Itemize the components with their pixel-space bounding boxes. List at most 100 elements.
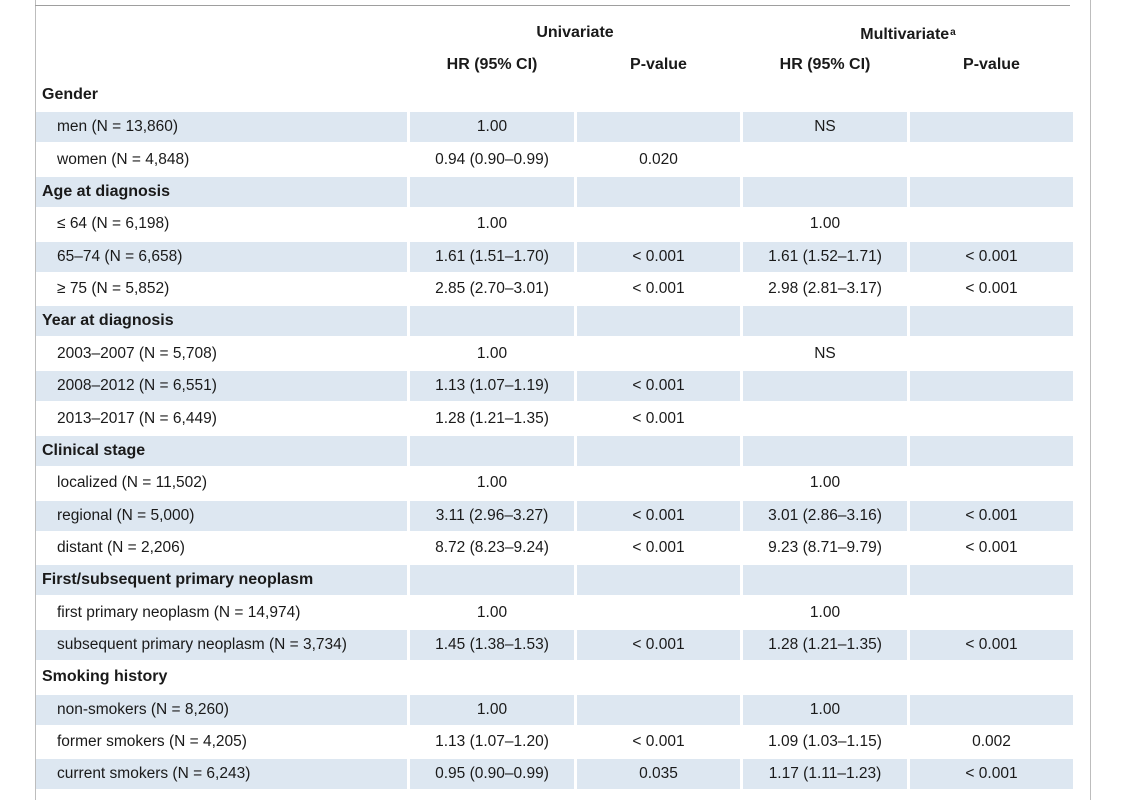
label-cell: ≤ 64 (N = 6,198) (57, 215, 170, 233)
uni-hr-cell: 1.00 (476, 603, 508, 621)
table-row: 2013–2017 (N = 6,449) 1.28 (1.21–1.35) < 0… (0, 404, 1130, 436)
label-cell: Smoking history (42, 668, 168, 686)
uni-hr-cell: 3.11 (2.96–3.27) (410, 500, 574, 531)
univariate-p-header: P-value (630, 56, 687, 73)
multi-p-cell (910, 112, 1073, 143)
section-row: Smoking history (0, 662, 1130, 694)
multi-p-cell: < 0.001 (910, 241, 1073, 272)
uni-p-cell: 0.035 (577, 759, 740, 790)
uni-p-cell (577, 339, 740, 369)
section-row: Gender (0, 80, 1130, 112)
multi-hr-cell: 1.00 (809, 603, 841, 621)
univariate-header-text: Univariate (536, 24, 614, 41)
multivariate-footnote-mark: a (950, 27, 956, 38)
multi-hr-cell: 1.00 (743, 694, 907, 725)
label-cell: Clinical stage (36, 435, 407, 466)
multi-p-cell: < 0.001 (910, 500, 1073, 531)
table-row: 65–74 (N = 6,658) 1.61 (1.51–1.70) < 0.001… (0, 241, 1130, 274)
multi-hr-cell: NS (743, 112, 907, 143)
multi-p-cell (910, 565, 1073, 596)
uni-hr-cell (410, 662, 574, 692)
multi-p-cell (910, 177, 1073, 208)
multi-p-cell: < 0.001 (910, 759, 1073, 790)
uni-hr-cell: 0.95 (0.90–0.99) (410, 759, 574, 790)
multi-hr-cell (743, 371, 907, 402)
table-row: subsequent primary neoplasm (N = 3,734) 1… (0, 629, 1130, 662)
label-cell: 2008–2012 (N = 6,551) (36, 371, 407, 402)
multi-hr-cell: 1.00 (809, 474, 841, 492)
table-row: 2008–2012 (N = 6,551) 1.13 (1.07–1.19) < 0… (0, 371, 1130, 403)
uni-hr-cell: 1.28 (1.21–1.35) (435, 409, 549, 427)
multi-hr-cell: 1.09 (1.03–1.15) (768, 733, 882, 750)
uni-p-cell: < 0.001 (632, 409, 685, 427)
uni-hr-cell: 1.00 (410, 112, 574, 143)
table-row: localized (N = 11,502) 1.00 1.00 (0, 468, 1130, 500)
multi-hr-cell: 2.98 (2.81–3.17) (768, 280, 882, 298)
multi-p-cell (910, 435, 1073, 466)
table-row: ≥ 75 (N = 5,852) 2.85 (2.70–3.01) < 0.001 2… (0, 274, 1130, 306)
uni-p-cell (577, 598, 740, 628)
uni-hr-cell: 1.45 (1.38–1.53) (410, 629, 574, 660)
multi-hr-cell (743, 306, 907, 337)
uni-p-cell (577, 662, 740, 692)
multi-p-cell (910, 80, 1073, 110)
univariate-hr-header: HR (95% CI) (446, 56, 538, 73)
uni-hr-cell (410, 306, 574, 337)
label-cell: Year at diagnosis (36, 306, 407, 337)
table-row: 2003–2007 (N = 5,708) 1.00 NS (0, 339, 1130, 371)
label-cell: women (N = 4,848) (57, 150, 190, 168)
uni-p-cell: < 0.001 (577, 629, 740, 660)
uni-hr-cell: 2.85 (2.70–3.01) (435, 280, 549, 298)
label-cell: Age at diagnosis (36, 177, 407, 208)
uni-p-cell: 0.020 (639, 150, 678, 168)
multi-p-cell (910, 209, 1073, 239)
multi-hr-cell: 9.23 (8.71–9.79) (768, 538, 882, 556)
table-top-rule (35, 5, 1070, 6)
uni-p-cell: < 0.001 (577, 371, 740, 402)
uni-p-cell (577, 209, 740, 239)
uni-p-cell (577, 565, 740, 596)
table-row: first primary neoplasm (N = 14,974) 1.00 1… (0, 598, 1130, 630)
table-row: current smokers (N = 6,243) 0.95 (0.90–0.… (0, 759, 1130, 791)
uni-hr-cell: 1.13 (1.07–1.20) (435, 733, 549, 750)
table-row: regional (N = 5,000) 3.11 (2.96–3.27) < 0.… (0, 500, 1130, 533)
uni-p-cell (577, 468, 740, 498)
multivariate-hr-header: HR (95% CI) (779, 56, 871, 73)
multi-p-cell (910, 694, 1073, 725)
section-row: Year at diagnosis (0, 306, 1130, 338)
multi-p-cell: < 0.001 (965, 538, 1018, 556)
multi-p-cell: 0.002 (972, 733, 1011, 750)
label-cell: distant (N = 2,206) (57, 538, 185, 556)
multi-hr-cell: 1.17 (1.11–1.23) (743, 759, 907, 790)
multi-hr-cell (743, 662, 907, 692)
multi-p-cell (910, 306, 1073, 337)
label-cell: regional (N = 5,000) (36, 500, 407, 531)
multi-hr-cell: 3.01 (2.86–3.16) (743, 500, 907, 531)
uni-hr-cell (410, 80, 574, 110)
multi-hr-cell (743, 177, 907, 208)
uni-hr-cell (410, 435, 574, 466)
uni-hr-cell (410, 177, 574, 208)
uni-hr-cell: 1.00 (476, 215, 508, 233)
multi-p-cell (910, 371, 1073, 402)
table-row: former smokers (N = 4,205) 1.13 (1.07–1.2… (0, 727, 1130, 759)
uni-p-cell: < 0.001 (632, 280, 685, 298)
uni-hr-cell: 1.00 (410, 694, 574, 725)
section-row: Clinical stage (0, 435, 1130, 468)
label-cell: Gender (42, 86, 99, 103)
multi-p-cell (910, 145, 1073, 175)
uni-p-cell: < 0.001 (577, 241, 740, 272)
label-cell: subsequent primary neoplasm (N = 3,734) (36, 629, 407, 660)
uni-hr-cell: 1.00 (476, 344, 508, 362)
uni-p-cell: < 0.001 (632, 733, 685, 750)
uni-p-cell: < 0.001 (632, 538, 685, 556)
multi-hr-cell: 1.61 (1.52–1.71) (743, 241, 907, 272)
table-row: men (N = 13,860) 1.00 NS (0, 112, 1130, 144)
table-row: distant (N = 2,206) 8.72 (8.23–9.24) < 0.0… (0, 533, 1130, 565)
univariate-header: Univariate (410, 22, 740, 44)
multi-p-cell (910, 468, 1073, 498)
multi-hr-cell: 1.28 (1.21–1.35) (743, 629, 907, 660)
label-cell: 65–74 (N = 6,658) (36, 241, 407, 272)
label-cell: 2003–2007 (N = 5,708) (57, 344, 217, 362)
